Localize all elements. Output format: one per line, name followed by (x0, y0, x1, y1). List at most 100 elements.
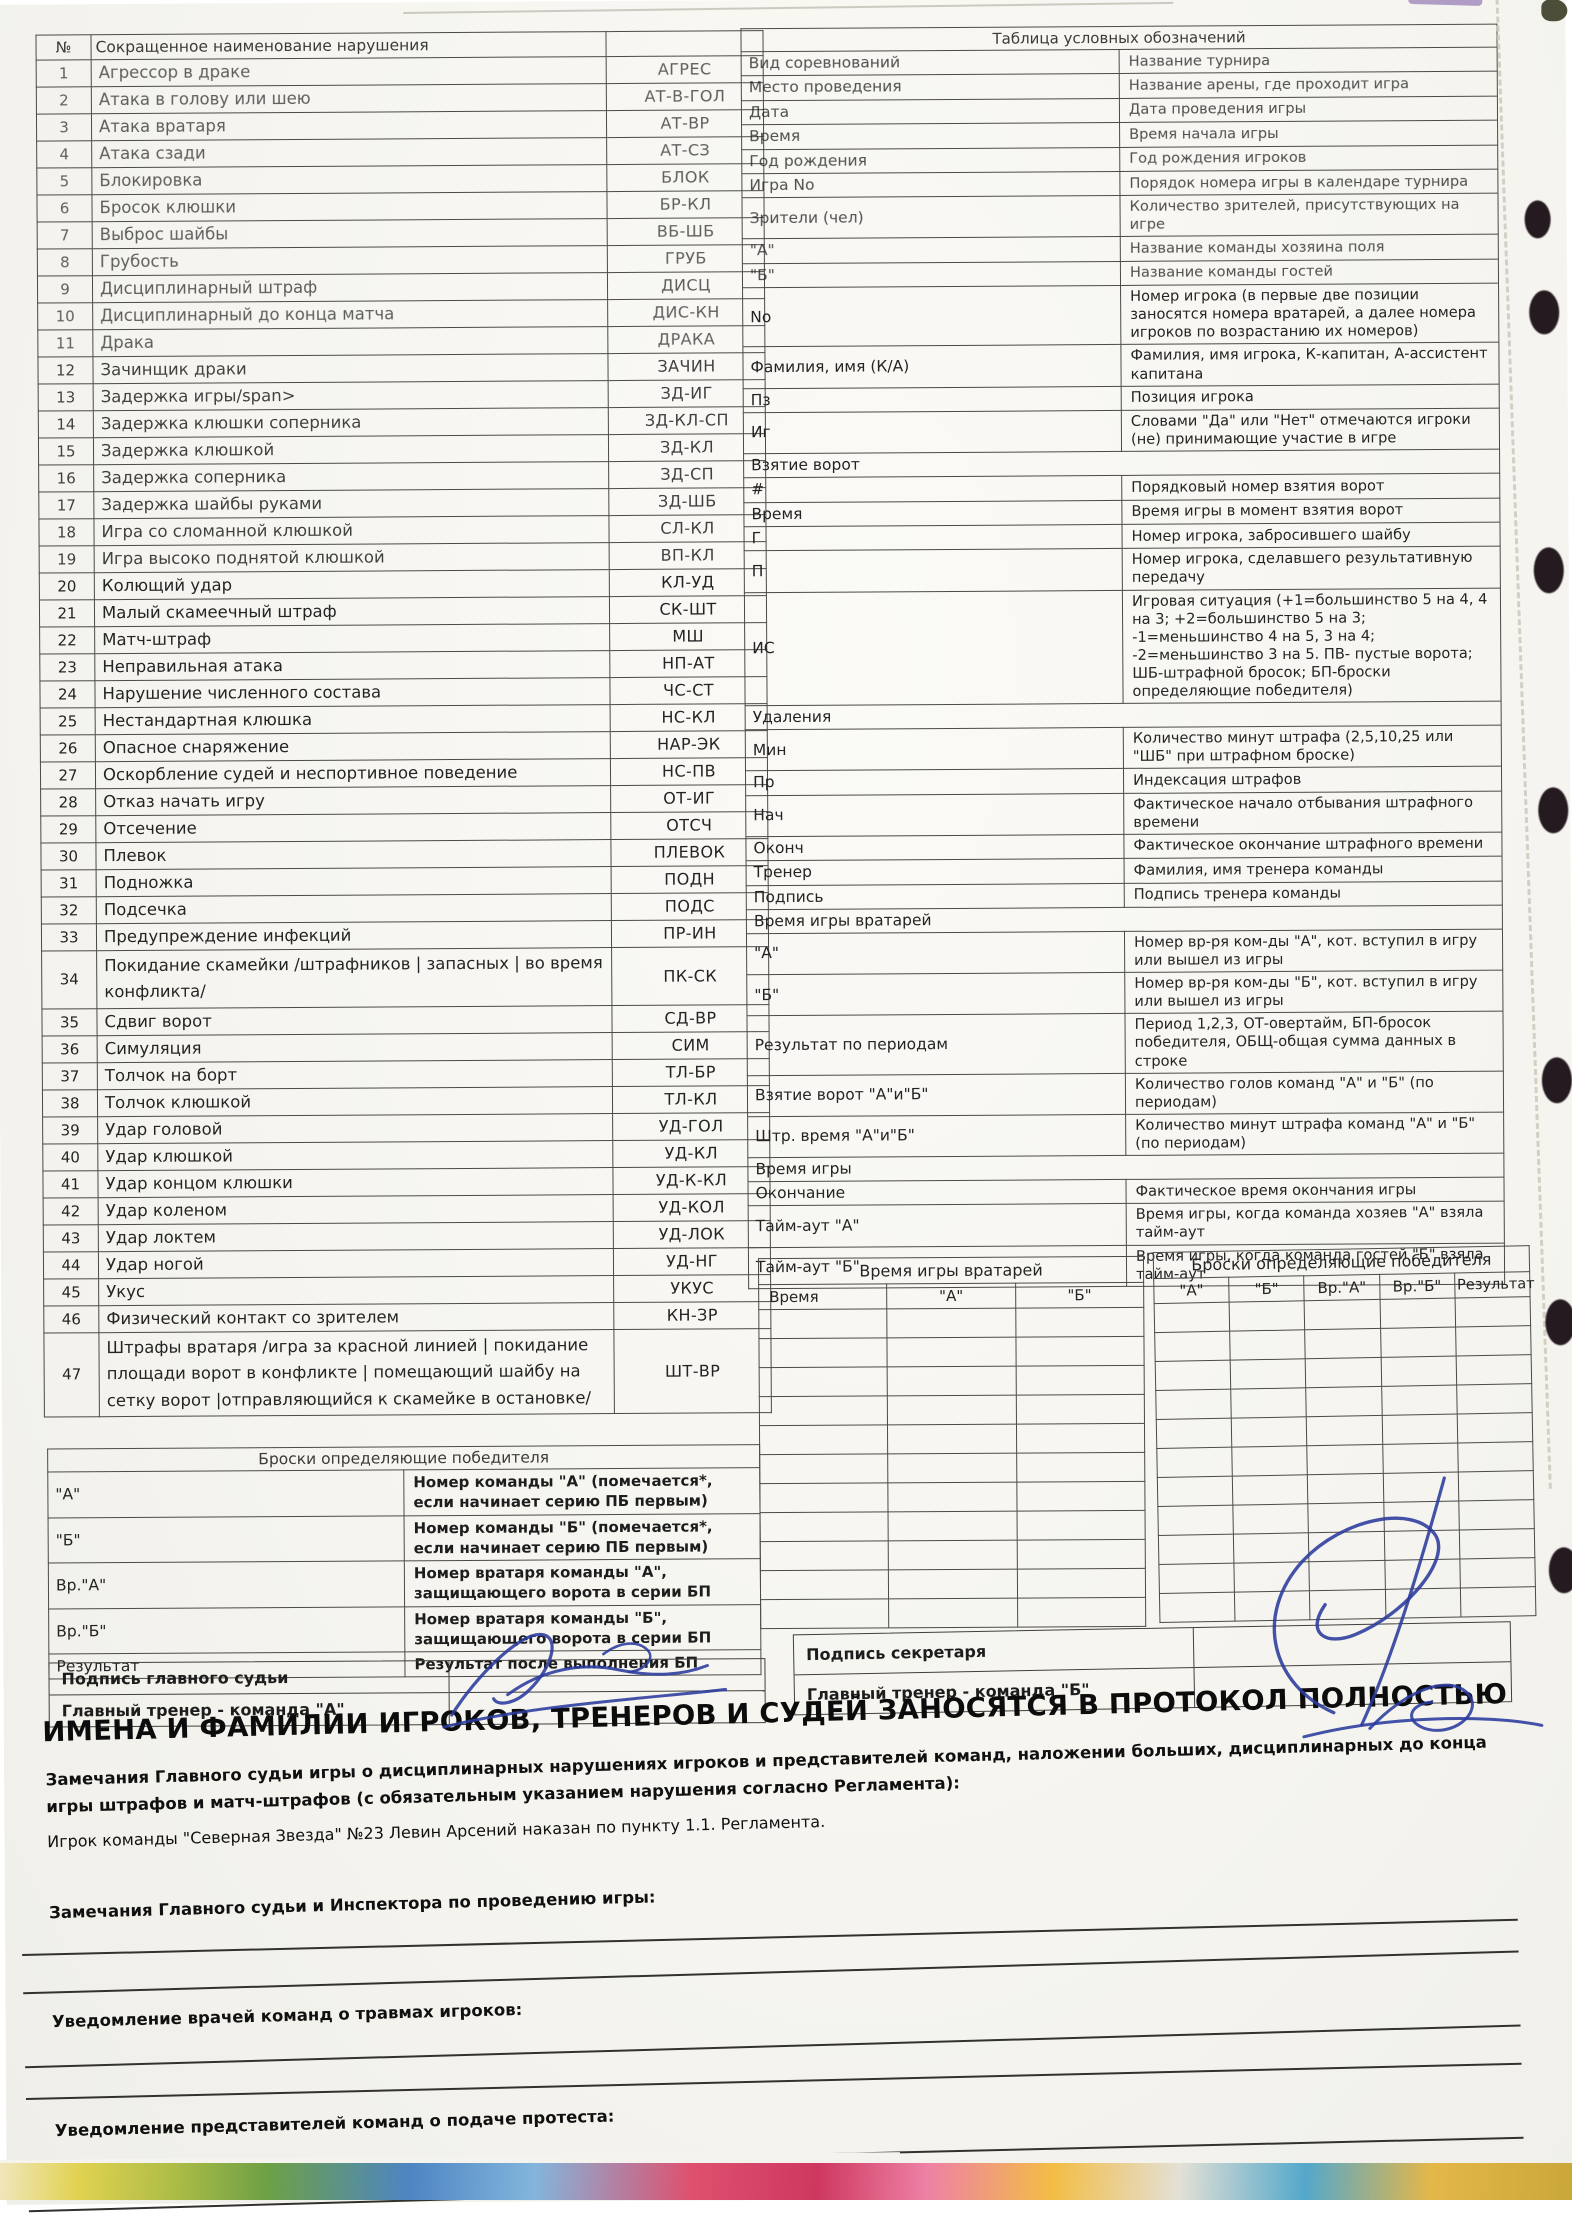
goalie-grid-empty-row (759, 1452, 1145, 1484)
legend-row: Иг Словами "Да" или "Нет" отмечаются игр… (743, 408, 1500, 454)
violation-number: 10 (37, 302, 93, 331)
violation-number: 22 (39, 626, 95, 655)
legend-desc: Время начала игры (1119, 120, 1498, 147)
legend-term: Результат по периодам (746, 1013, 1126, 1076)
violation-number: 30 (40, 842, 97, 871)
secretary-signature-label: Подпись секретаря (793, 1628, 1195, 1675)
violation-name: Физический контакт со зрителем (98, 1302, 614, 1333)
legend-desc: Номер вр-ря ком-ды "Б", кот. вступил в и… (1124, 970, 1503, 1014)
violation-number: 16 (38, 464, 94, 493)
legend-term: Пз (743, 386, 1122, 413)
legend-row: No Номер игрока (в первые две позиции за… (742, 283, 1499, 348)
violation-number: 24 (39, 680, 96, 709)
legend-desc: Количество минут штрафа команд "А" и "Б"… (1125, 1111, 1504, 1156)
legend-desc: Позиция игрока (1121, 383, 1500, 411)
legend-term: Штр. время "А"и"Б" (747, 1114, 1126, 1158)
legend-term: # (743, 475, 1122, 503)
legend-term: "А" (746, 931, 1125, 975)
shootout-legend-term: "Б" (48, 1515, 405, 1564)
goalie-grid-empty-row (759, 1394, 1145, 1426)
legend-row: Мин Количество минут штрафа (2,5,10,25 и… (745, 725, 1502, 772)
violation-number: 20 (39, 572, 95, 601)
shootout-legend-row: "Б" Номер команды "Б" (помечается*, если… (48, 1513, 761, 1564)
goalie-grid-empty-row (758, 1336, 1145, 1368)
violation-name: Бросок клюшки (91, 191, 608, 222)
legend-desc: Количество зрителей, присутствующих на и… (1119, 193, 1499, 237)
violation-number: 39 (42, 1116, 98, 1144)
secretary-signature-ink (1272, 1476, 1544, 1739)
violation-row: 47 Штрафы вратаря /игра за красной линие… (43, 1328, 772, 1417)
legend-term: П (744, 548, 1123, 593)
goalie-grid-title: Время игры вратарей (758, 1256, 1144, 1285)
violation-number: 46 (43, 1305, 99, 1333)
legend-term: Подпись (746, 883, 1125, 910)
legend-term: Место проведения (741, 73, 1120, 101)
goalie-grid-col-b: "Б" (1015, 1282, 1144, 1309)
legend-row: "Б" Название команды гостей (742, 258, 1499, 288)
shootout-col-a: "А" (1153, 1277, 1230, 1304)
pen-smudge (1408, 0, 1483, 7)
goalie-grid-header-row: Время "А" "Б" (758, 1282, 1144, 1310)
legend-row: "А" Номер вр-ря ком-ды "А", кот. вступил… (746, 929, 1503, 975)
legend-term: "А" (742, 236, 1121, 264)
legend-desc: Игровая ситуация (+1=большинство 5 на 4,… (1122, 587, 1502, 704)
violation-number: 34 (41, 950, 97, 1009)
background-color-strip (0, 2163, 1572, 2200)
legend-term: Пр (745, 768, 1124, 796)
legend-desc: Дата проведения игры (1119, 95, 1498, 123)
violation-number: 38 (42, 1089, 98, 1117)
violation-name: Задержка шайбы руками (93, 488, 609, 519)
legend-desc: Порядок номера игры в календаре турнира (1119, 169, 1498, 196)
violation-name: Задержка клюшки соперника (93, 407, 609, 438)
legend-term: Окончание (747, 1179, 1127, 1207)
legend-desc: Индексация штрафов (1123, 766, 1502, 794)
legend-term: Фамилия, имя (К/А) (742, 344, 1122, 389)
violation-number: 32 (41, 896, 97, 925)
legend-desc: Номер игрока (в первые две позиции занос… (1120, 283, 1499, 345)
violation-number: 2 (36, 86, 92, 115)
hole-punch (1533, 547, 1564, 594)
violations-body: 1 Агрессор в драке АГРЕС 2 Атака в голов… (36, 55, 772, 1417)
legend-term: Оконч (745, 834, 1125, 861)
legend-term: Зрители (чел) (741, 195, 1121, 240)
violation-number: 11 (37, 329, 93, 358)
legend-term: "Б" (742, 261, 1121, 288)
legend-desc: Название арены, где проходит игра (1119, 71, 1498, 99)
shootout-legend-term: "А" (47, 1469, 405, 1518)
violation-name: Драка (92, 326, 608, 357)
violation-name: Игра со сломанной клюшкой (93, 515, 610, 546)
legend-term: Вид соревнований (741, 49, 1120, 77)
violation-number: 9 (37, 275, 93, 304)
violation-name: Блокировка (91, 164, 607, 195)
doctors-notice-label: Уведомление врачей команд о травмах игро… (51, 2000, 523, 2032)
violation-name: Атака сзади (91, 137, 607, 168)
violation-number: 44 (43, 1251, 99, 1279)
goalie-grid-empty-row (760, 1568, 1146, 1600)
legend-desc: Количество минут штрафа (2,5,10,25 или "… (1123, 725, 1502, 769)
legend-desc: Словами "Да" или "Нет" отмечаются игроки… (1121, 408, 1500, 452)
violation-name: Дисциплинарный до конца матча (92, 299, 608, 330)
scan-artifact-line (403, 1, 1174, 15)
shootout-legend-desc: Номер команды "А" (помечается*, если нач… (403, 1467, 761, 1516)
violation-number: 5 (36, 167, 92, 196)
violation-name: Грубость (92, 245, 608, 276)
legend-desc: Название турнира (1119, 47, 1498, 74)
legend-term: Год рождения (741, 146, 1120, 174)
legend-row: "Б" Номер вр-ря ком-ды "Б", кот. вступил… (746, 970, 1503, 1017)
violation-name: Игра высоко поднятой клюшкой (94, 542, 610, 573)
violation-name: Дисциплинарный штраф (92, 272, 608, 303)
violation-number: 33 (41, 923, 97, 952)
shootout-col-result: Результат (1454, 1271, 1535, 1299)
violation-number: 18 (38, 518, 95, 547)
violation-name: Удар головой (97, 1113, 613, 1144)
violation-abbr: КН-ЗР (613, 1301, 771, 1330)
violation-number: 37 (42, 1062, 98, 1090)
legend-row: ИС Игровая ситуация (+1=большинство 5 на… (744, 587, 1502, 706)
hole-punch (1545, 1299, 1572, 1346)
violation-name: Плевок (95, 839, 612, 870)
violation-number: 42 (43, 1197, 99, 1225)
judge-signature-label: Подпись главного судьи (49, 1661, 450, 1695)
violation-name: Удар ногой (98, 1248, 614, 1279)
violation-name: Сдвиг ворот (96, 1005, 613, 1036)
